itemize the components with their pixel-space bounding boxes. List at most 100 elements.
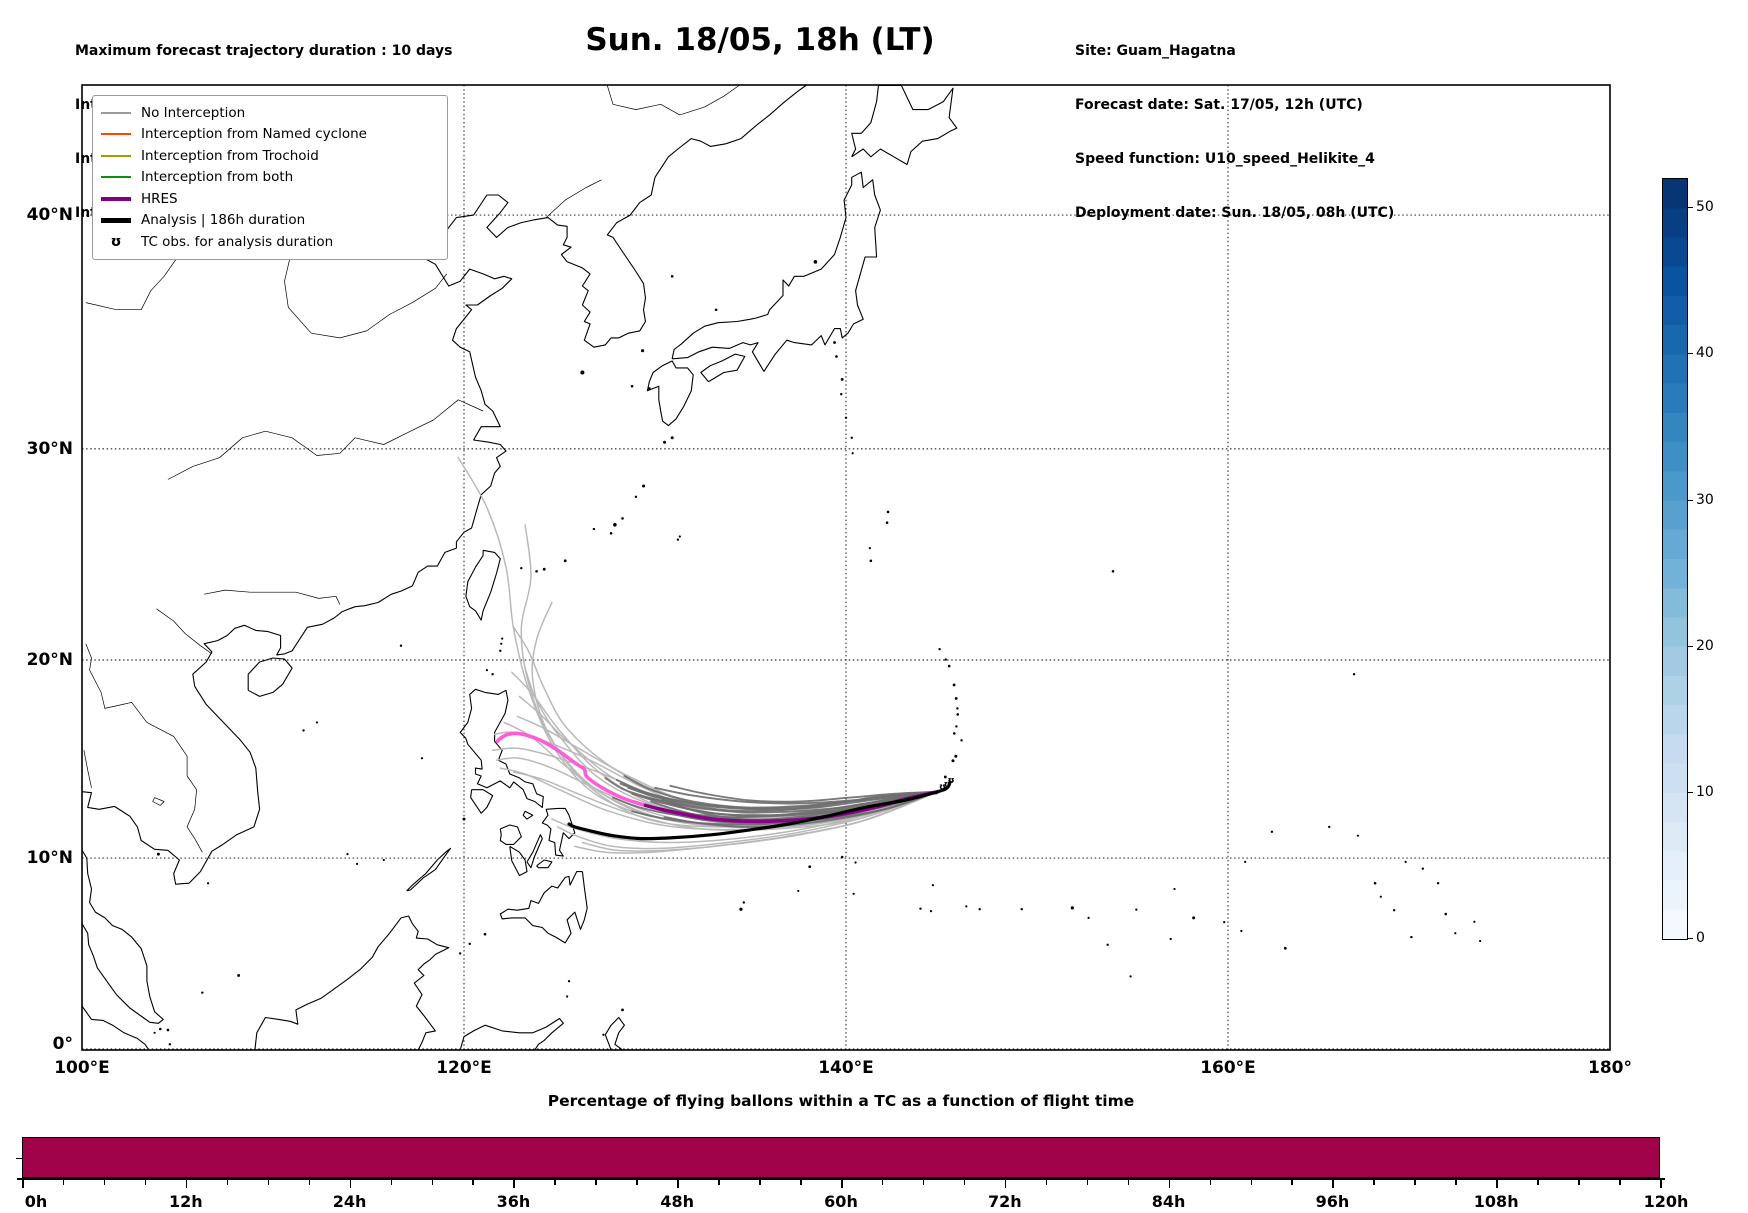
x-tick-label: 140°E [818, 1058, 874, 1078]
river [152, 797, 165, 806]
island-dot [742, 901, 746, 904]
coastline [851, 85, 958, 166]
x-tick-label: 120°E [436, 1058, 492, 1078]
bar-axis-tick [1004, 1180, 1007, 1188]
speed-function-text: Speed function: U10_speed_Helikite_4 [1075, 151, 1375, 167]
island-dot [678, 535, 681, 538]
island-dot [491, 672, 494, 676]
island-dot [201, 991, 204, 994]
island-dot [919, 907, 922, 910]
coastline [536, 859, 553, 869]
island-dot [944, 658, 947, 661]
island-dot [676, 538, 680, 541]
island-dot [851, 452, 854, 455]
colorbar-tick-label: 20 [1696, 637, 1714, 654]
bar-x-tick-label: 12h [168, 1192, 203, 1211]
river [83, 750, 92, 788]
coastline [254, 915, 450, 1050]
island-dot [1169, 937, 1172, 941]
x-tick-label: 100°E [54, 1058, 110, 1078]
island-dot [854, 861, 857, 864]
bar-axis-tick [636, 1180, 638, 1185]
colorbar-tick-label: 40 [1696, 345, 1714, 362]
y-tick-label: 30°N [26, 438, 73, 459]
forecast-date-text: Forecast date: Sat. 17/05, 12h (UTC) [1075, 97, 1363, 113]
island-dot [1106, 943, 1109, 946]
island-dot [840, 855, 844, 859]
island-dot [168, 1043, 172, 1046]
island-dot [483, 932, 487, 936]
bar-axis-tick [22, 1180, 24, 1188]
coastline [541, 807, 576, 857]
bar-axis-tick [267, 1180, 270, 1185]
legend-line-swatch [101, 133, 131, 136]
coastline [82, 850, 164, 1024]
coastline [459, 1017, 564, 1050]
island-dot [535, 569, 538, 573]
coastline [470, 789, 494, 814]
coastline [700, 353, 746, 383]
bar-axis-tick [226, 1180, 229, 1185]
bar-axis-tick [144, 1180, 147, 1185]
bar-axis-tick [800, 1180, 802, 1185]
bar-axis-tick [718, 1180, 720, 1185]
bar-axis-tick [103, 1180, 106, 1185]
tc-obs-marker: ʊ [939, 783, 946, 793]
bar-axis-tick [841, 1180, 843, 1188]
coastline [646, 360, 694, 427]
island-dot [468, 942, 471, 946]
island-dot [954, 754, 958, 758]
island-dot [621, 517, 624, 520]
island-dot [499, 649, 502, 653]
eps-trajectory-light [556, 790, 939, 850]
island-dot [1223, 921, 1226, 924]
island-dot [952, 683, 956, 687]
island-dot [237, 974, 241, 977]
hres-trajectory-late [495, 731, 648, 808]
island-dot [355, 862, 359, 865]
bar-x-tick-label: 108h [1473, 1192, 1519, 1211]
island-dot [852, 892, 855, 895]
eps-trajectory-dark [627, 786, 939, 812]
island-dot [1479, 939, 1482, 943]
bar-axis-tick [185, 1180, 188, 1188]
island-dot [1379, 895, 1382, 898]
bar-x-tick-label: 24h [332, 1192, 367, 1211]
island-dot [1436, 881, 1440, 885]
island-dot [462, 817, 466, 821]
island-dot [302, 729, 305, 732]
island-dot [1283, 946, 1287, 950]
cyclone-marker-icon: ʊ [110, 233, 122, 250]
island-dot [501, 637, 504, 640]
island-dot [621, 1008, 624, 1012]
island-dot [642, 484, 646, 488]
island-dot [520, 566, 523, 570]
island-dot [714, 308, 718, 312]
bar-axis-tick [677, 1180, 679, 1188]
colorbar-tick-label: 10 [1696, 783, 1714, 800]
island-dot [1111, 569, 1115, 573]
bar-x-axis [17, 1178, 1665, 1180]
island-dot [739, 907, 743, 911]
colorbar-tick-mark [1687, 353, 1693, 355]
site-text: Site: Guam_Hagatna [1075, 43, 1236, 59]
island-dot [1356, 834, 1359, 837]
island-dot [956, 707, 959, 710]
bar-axis-tick [1414, 1180, 1416, 1185]
y-tick-label: 10°N [26, 848, 73, 869]
island-dot [951, 759, 955, 763]
island-dot [885, 521, 889, 524]
island-dot [833, 341, 836, 344]
island-dot [580, 370, 585, 375]
colorbar-tick-mark [1687, 207, 1693, 209]
bar-axis-tick [1619, 1180, 1621, 1185]
y-tick-label: 20°N [26, 649, 73, 670]
coastline [465, 549, 501, 621]
coastline [82, 1005, 150, 1050]
bar-axis-tick [62, 1180, 65, 1185]
bar-axis-tick [1537, 1180, 1539, 1185]
island-dot [1352, 672, 1356, 676]
river [545, 179, 602, 218]
island-dot [943, 775, 947, 779]
